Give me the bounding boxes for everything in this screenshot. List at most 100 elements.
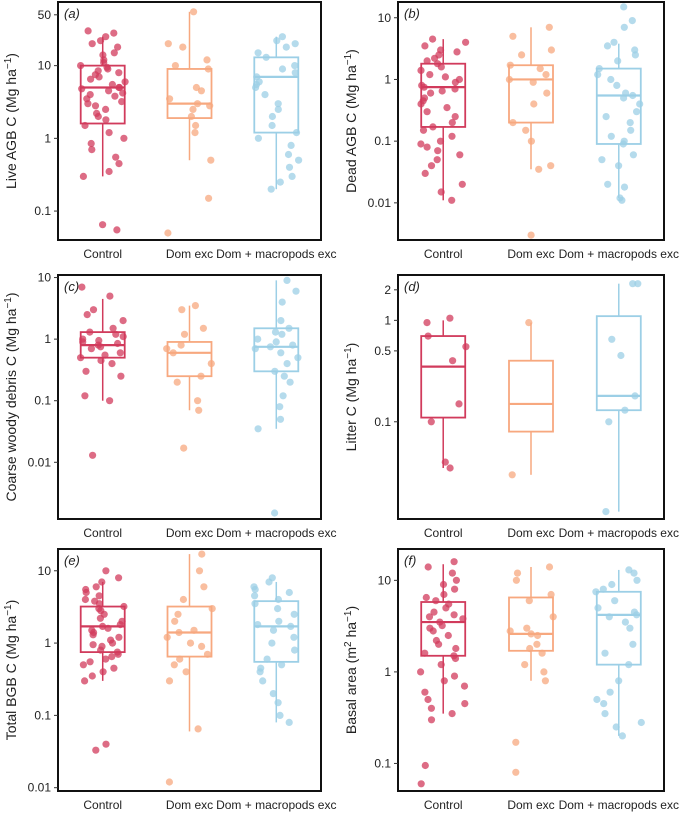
data-point	[269, 626, 278, 634]
data-point	[421, 169, 429, 177]
data-point	[290, 610, 298, 618]
data-point	[529, 78, 537, 86]
data-point	[82, 367, 90, 375]
data-point	[292, 287, 300, 295]
y-tick-label: 1	[384, 72, 391, 86]
data-point	[283, 276, 291, 284]
data-point	[115, 69, 123, 77]
data-point	[176, 655, 184, 663]
data-point	[462, 38, 470, 46]
y-tick-label: 0.01	[28, 781, 52, 795]
data-point	[97, 37, 105, 45]
data-point	[508, 471, 516, 479]
data-point	[426, 71, 434, 79]
data-point	[525, 597, 533, 605]
data-point	[78, 283, 86, 291]
data-point	[602, 508, 610, 516]
data-point	[449, 357, 457, 365]
data-point	[190, 626, 198, 634]
data-point	[254, 49, 262, 57]
data-point	[618, 732, 627, 740]
data-point	[121, 78, 129, 86]
data-point	[453, 48, 461, 56]
data-point	[452, 576, 460, 584]
data-point	[267, 185, 275, 193]
data-point	[108, 639, 117, 647]
data-point	[541, 677, 550, 685]
data-point	[165, 677, 174, 685]
plot-frame	[397, 548, 665, 792]
data-point	[629, 91, 637, 100]
data-point	[629, 151, 638, 159]
data-point	[427, 89, 435, 97]
data-point	[533, 640, 541, 648]
data-point	[608, 580, 616, 589]
data-point	[527, 231, 535, 239]
data-point	[276, 711, 284, 720]
data-point	[441, 73, 449, 81]
data-point	[429, 123, 437, 131]
data-point	[97, 646, 105, 654]
data-point	[108, 653, 116, 661]
data-point	[549, 613, 557, 621]
data-point	[427, 162, 436, 170]
data-point	[540, 668, 548, 676]
data-point	[513, 569, 522, 577]
data-point	[272, 338, 280, 346]
data-point	[619, 140, 627, 148]
data-point	[269, 690, 277, 698]
data-point	[628, 17, 636, 25]
data-point	[417, 66, 425, 74]
data-point	[287, 622, 295, 631]
data-point	[180, 330, 189, 338]
panel-d: 0.1 0.5 1 2 Control Dom exc Dom + macropods ex…	[343, 274, 679, 540]
data-point	[618, 196, 626, 204]
data-point	[595, 65, 603, 73]
data-point	[207, 360, 215, 368]
data-point	[527, 630, 535, 638]
y-tick-label: 2	[384, 283, 391, 297]
y-axis-label: Dead AGB C (Mg ha−1)	[343, 49, 360, 193]
data-point	[525, 319, 533, 327]
y-tick-label: 1	[384, 665, 391, 679]
plot-frame	[397, 274, 665, 520]
data-point	[448, 132, 456, 140]
x-tick-label: Dom exc	[507, 247, 554, 261]
data-point	[605, 418, 613, 426]
panel-letter: (c)	[64, 279, 79, 294]
data-point	[79, 661, 87, 669]
data-point	[634, 280, 642, 288]
data-point	[420, 83, 428, 91]
data-point	[509, 119, 517, 127]
data-point	[509, 32, 517, 40]
data-point	[207, 156, 215, 164]
data-point	[417, 100, 425, 108]
data-point	[174, 610, 182, 618]
x-tick-label: Dom + macropods exc	[559, 247, 679, 261]
data-point	[108, 80, 116, 89]
data-point	[451, 78, 459, 86]
data-point	[276, 403, 284, 411]
data-point	[459, 615, 467, 623]
data-point	[605, 613, 613, 621]
data-point	[636, 100, 644, 108]
data-point	[203, 56, 211, 64]
data-point	[547, 590, 555, 599]
data-point	[612, 723, 620, 731]
data-point	[427, 704, 435, 712]
y-tick-label: 10	[38, 271, 52, 285]
data-point	[195, 406, 203, 414]
box-iqr	[420, 62, 467, 128]
data-point	[421, 649, 429, 657]
data-point	[625, 661, 633, 669]
data-point	[613, 81, 621, 89]
data-point	[262, 53, 270, 61]
data-point	[87, 139, 95, 148]
data-point	[427, 418, 435, 426]
x-tick-label: Dom + macropods exc	[559, 526, 679, 540]
data-point	[251, 592, 259, 600]
data-point	[631, 392, 639, 400]
data-point	[438, 87, 446, 95]
box-iqr	[420, 601, 467, 657]
data-point	[89, 631, 97, 639]
